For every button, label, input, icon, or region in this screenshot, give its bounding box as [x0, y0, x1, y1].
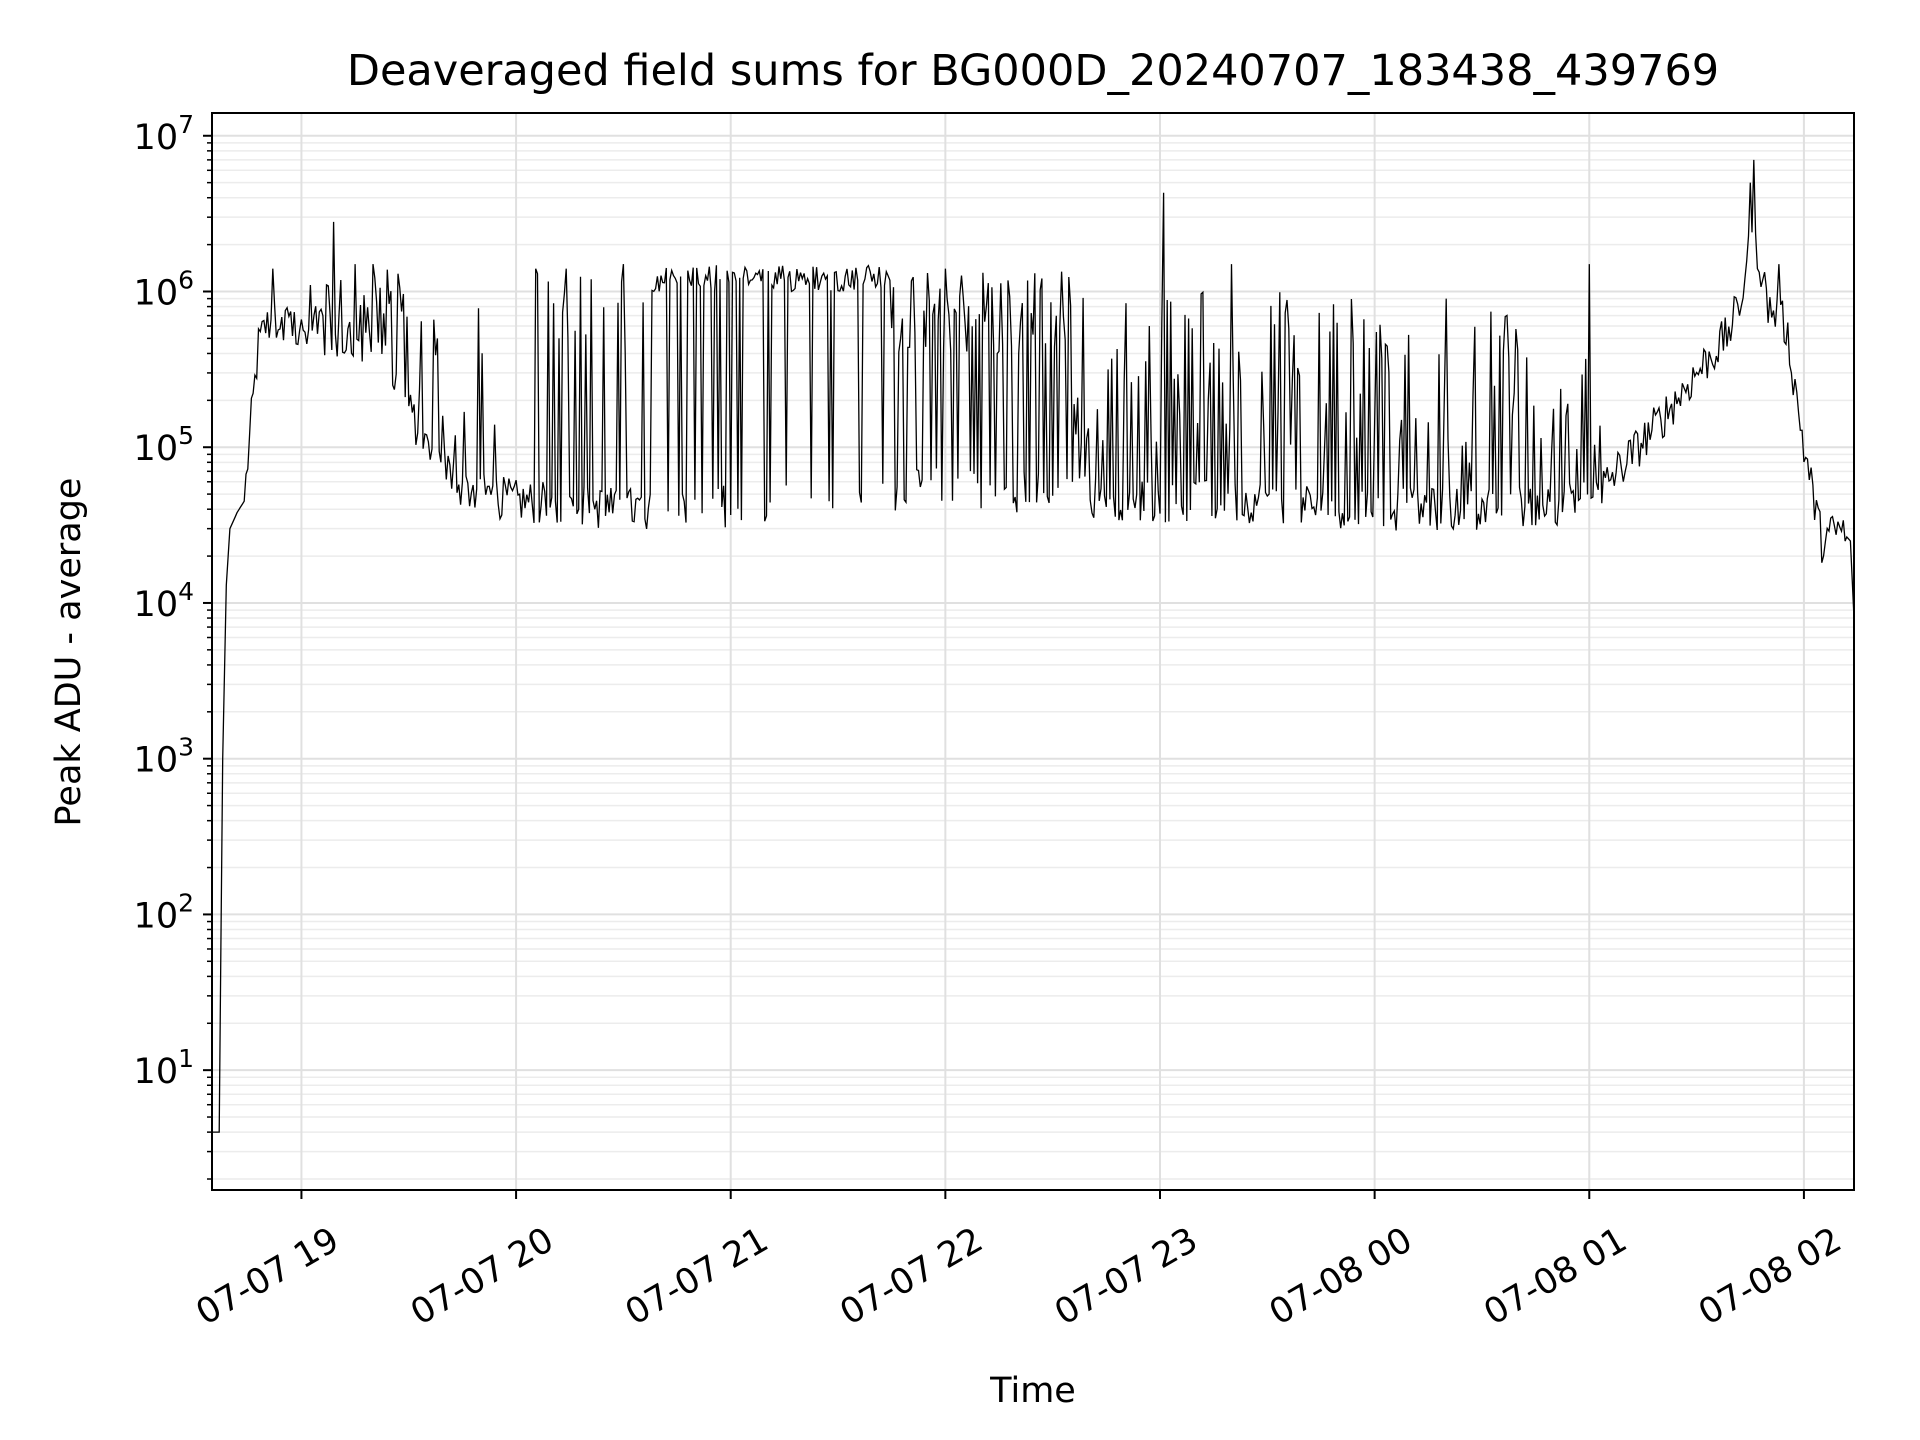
y-tick-base: 10	[134, 429, 179, 469]
y-tick-base: 10	[134, 1052, 179, 1092]
y-tick-base: 10	[134, 273, 179, 313]
y-axis-label: Peak ADU - average	[49, 478, 89, 827]
y-tick-label: 104	[134, 577, 194, 625]
y-tick-label: 105	[134, 421, 194, 469]
grid-major	[212, 113, 1854, 1190]
series-layer	[212, 159, 1855, 1133]
y-tick-exponent: 4	[178, 577, 194, 606]
y-tick-exponent: 2	[178, 888, 194, 917]
y-tick-label: 103	[134, 733, 194, 781]
y-tick-base: 10	[134, 896, 179, 936]
y-tick-exponent: 6	[178, 265, 194, 294]
y-tick-base: 10	[134, 741, 179, 781]
y-tick-label: 102	[134, 888, 194, 936]
y-tick-exponent: 7	[178, 110, 194, 139]
y-tick-base: 10	[134, 118, 179, 158]
y-tick-exponent: 5	[178, 421, 194, 450]
x-axis-label: Time	[989, 1371, 1076, 1411]
series-line	[212, 159, 1855, 1133]
chart-title: Deaveraged field sums for BG000D_2024070…	[347, 46, 1719, 96]
y-tick-label: 106	[134, 265, 194, 313]
plot-frame	[211, 112, 1855, 1191]
y-tick-exponent: 3	[178, 733, 194, 762]
y-tick-label: 101	[134, 1044, 194, 1092]
y-tick-exponent: 1	[178, 1044, 194, 1073]
y-tick-base: 10	[134, 585, 179, 625]
y-tick-label: 107	[134, 110, 194, 158]
